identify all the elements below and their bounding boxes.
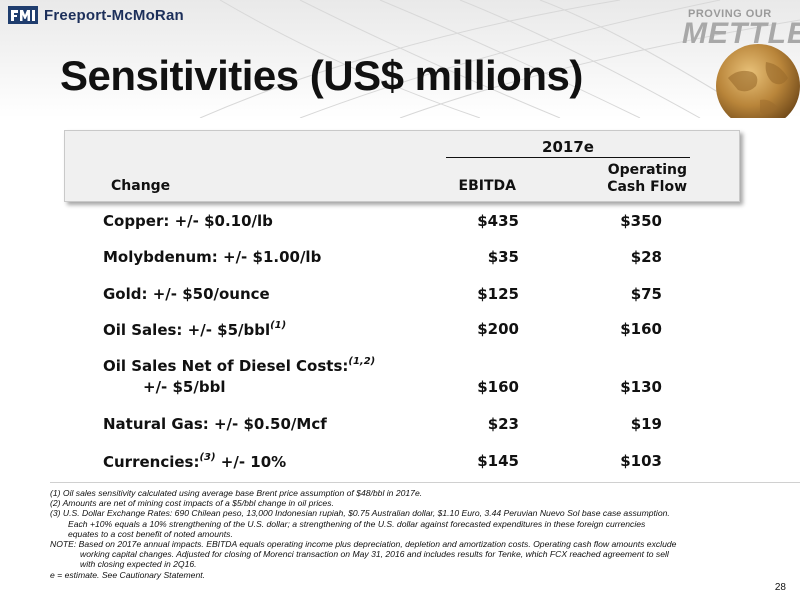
logo-text: Freeport-McMoRan (44, 6, 184, 24)
row-ebitda: $200 (477, 320, 519, 338)
footnotes: (1) Oil sales sensitivity calculated usi… (50, 488, 790, 580)
column-header-ebitda: EBITDA (458, 178, 516, 194)
row-ocf: $28 (630, 248, 662, 266)
slogan: PROVING OUR METTLE (682, 8, 800, 50)
row-ocf: $75 (630, 285, 662, 303)
row-ebitda: $23 (487, 415, 519, 433)
slogan-main: METTLE (682, 17, 800, 50)
row-label: Copper: +/- $0.10/lb (103, 212, 273, 230)
row-sublabel: +/- $5/bbl (143, 378, 226, 396)
row-label: Natural Gas: +/- $0.50/Mcf (103, 415, 327, 433)
grid-pattern (199, 0, 800, 118)
footnote-3-cont: Each +10% equals a 10% strengthening of … (68, 518, 646, 529)
row-label: Currencies:(3) +/- 10% (103, 452, 286, 471)
column-header-change: Change (111, 178, 171, 194)
column-header-operating-cash-flow: Operating Cash Flow (560, 162, 687, 196)
row-label-tail: +/- 10% (215, 453, 287, 471)
row-label-text: Currencies: (103, 453, 200, 471)
page-title: Sensitivities (US$ millions) (60, 52, 583, 99)
note-text-cont2: with closing expected in 2Q16. (80, 559, 197, 570)
row-label: Oil Sales: +/- $5/bbl(1) (103, 320, 286, 339)
footnote-ref: (3) (199, 452, 216, 463)
footnote-3-cont2: equates to a cost benefit of noted amoun… (68, 528, 233, 539)
row-ebitda: $160 (477, 378, 519, 396)
row-label-text: Oil Sales Net of Diesel Costs: (103, 357, 349, 375)
row-label: Oil Sales Net of Diesel Costs:(1,2) (103, 356, 375, 375)
footnote-ref: (1) (270, 320, 287, 331)
row-ocf: $350 (620, 212, 662, 230)
row-ocf: $160 (620, 320, 662, 338)
header-background (0, 0, 800, 118)
logo-mark-icon (8, 6, 38, 24)
note-text-cont: working capital changes. Adjusted for cl… (80, 549, 669, 560)
footnote-2: (2) Amounts are net of mining cost impac… (50, 498, 334, 509)
note-text: NOTE: Based on 2017e annual impacts. EBI… (50, 539, 677, 550)
row-ocf: $130 (620, 378, 662, 396)
footnote-ref: (1,2) (348, 356, 376, 367)
column-group-header: 2017e (542, 138, 594, 156)
column-group-rule (446, 157, 690, 158)
page-number: 28 (774, 582, 786, 593)
row-label: Molybdenum: +/- $1.00/lb (103, 248, 322, 266)
table-header-box (64, 130, 740, 202)
footnote-3: (3) U.S. Dollar Exchange Rates: 690 Chil… (50, 508, 670, 519)
row-label: Gold: +/- $50/ounce (103, 285, 270, 303)
row-label-text: Oil Sales: +/- $5/bbl (103, 321, 271, 339)
company-logo: Freeport-McMoRan (8, 6, 184, 24)
row-ebitda: $145 (477, 452, 519, 470)
row-ocf: $103 (620, 452, 662, 470)
estimate-note: e = estimate. See Cautionary Statement. (50, 569, 206, 580)
row-ebitda: $435 (477, 212, 519, 230)
column-header-ocf-line2: Cash Flow (607, 179, 687, 195)
row-ocf: $19 (630, 415, 662, 433)
column-header-ocf-line1: Operating (607, 162, 687, 178)
row-ebitda: $125 (477, 285, 519, 303)
slogan-top: PROVING OUR (688, 8, 772, 20)
copper-globe-icon (716, 44, 800, 118)
footnote-1: (1) Oil sales sensitivity calculated usi… (50, 488, 423, 498)
notes-divider (50, 482, 800, 483)
row-ebitda: $35 (487, 248, 519, 266)
